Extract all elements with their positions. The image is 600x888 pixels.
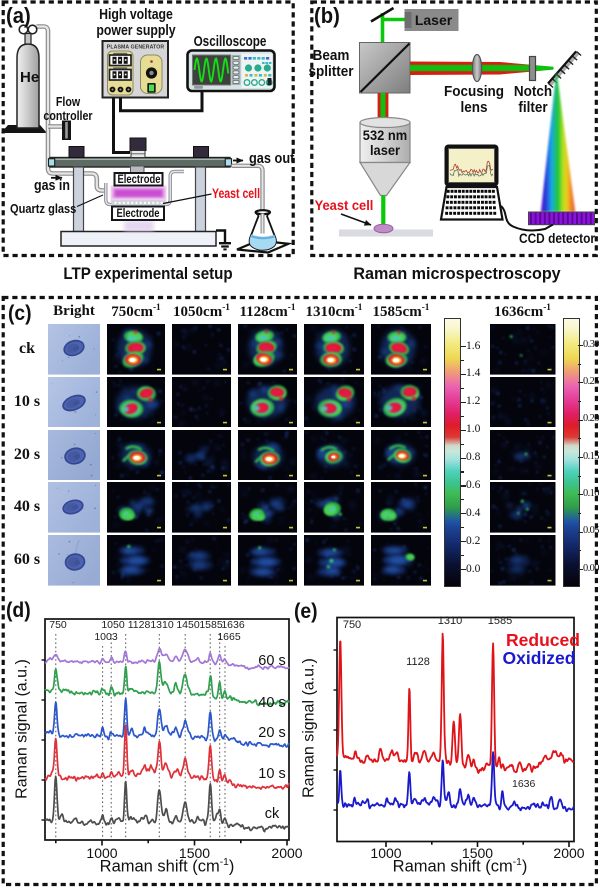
svg-text:PLASMA GENERATOR: PLASMA GENERATOR [107, 45, 165, 51]
